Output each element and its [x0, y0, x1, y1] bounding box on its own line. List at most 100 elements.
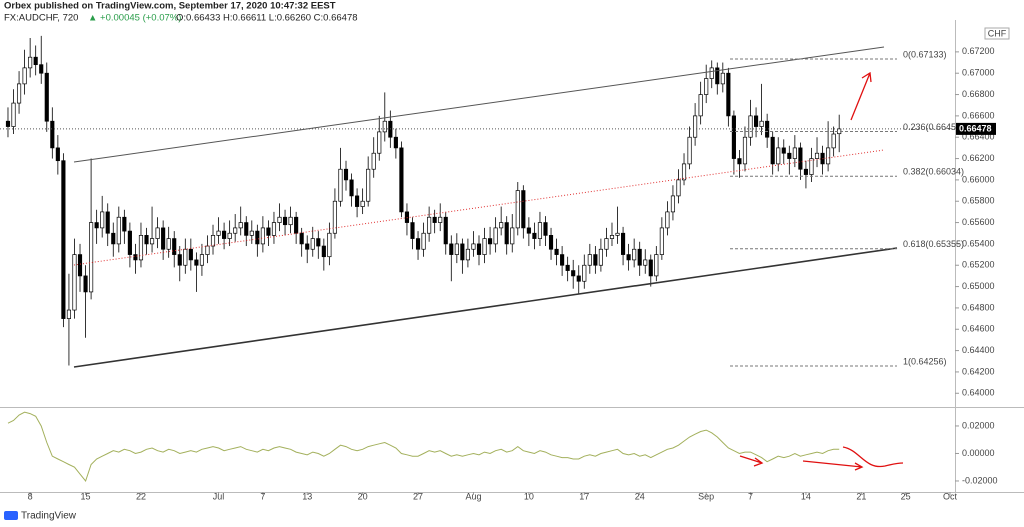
candle-body [593, 254, 598, 266]
candle-body [792, 147, 797, 159]
candle-body [587, 254, 592, 266]
candle-body [188, 248, 193, 261]
change: ▲ +0.00045 (+0.07%) [88, 13, 181, 24]
candle-body [543, 222, 548, 236]
candle-body [427, 216, 432, 234]
candle-body [748, 115, 753, 138]
y-tick-label: 0.65600 [962, 217, 995, 227]
candle-body [532, 232, 537, 239]
candle-body [526, 227, 531, 234]
x-tick-label: 21 [856, 491, 866, 501]
candle-body [321, 245, 326, 258]
candle-body [77, 254, 83, 277]
upper-trendline [73, 46, 885, 163]
candle-body [244, 222, 249, 236]
symbol: FX:AUDCHF, 720 [4, 13, 78, 24]
candle-body [770, 136, 775, 165]
candle-body [216, 230, 221, 236]
candle-body [704, 78, 709, 95]
candle-body [521, 190, 526, 229]
candle-body [194, 259, 199, 266]
candle-body [294, 216, 299, 234]
x-tick-label: 17 [579, 491, 589, 501]
y-tick-label: 0.64400 [962, 345, 995, 355]
candle-body [415, 238, 421, 250]
y-tick-label: 0.67000 [962, 68, 995, 78]
candle-body [316, 238, 321, 247]
candle-body [731, 115, 736, 159]
last-price-box [956, 122, 996, 135]
candle-body [199, 254, 204, 266]
candle-body [809, 158, 814, 175]
logo-icon [4, 511, 18, 520]
candle-body [22, 67, 27, 85]
candle-body [726, 72, 731, 117]
candle-body [111, 232, 116, 245]
candle-body [814, 152, 820, 159]
candle-body [28, 56, 33, 69]
fib-label: 0.236(0.66454) [903, 122, 964, 132]
candle-body [266, 227, 271, 236]
candle-body [55, 147, 60, 162]
y-tick-label: 0.66200 [962, 153, 995, 163]
candle-body [759, 120, 764, 127]
candle-body [393, 136, 398, 149]
candle-body [582, 264, 587, 282]
y-tick-label: 0.64800 [962, 302, 995, 312]
candle-body [282, 216, 288, 226]
publisher: Orbex published on TradingView.com, Sept… [4, 1, 336, 12]
candle-body [499, 222, 504, 229]
candle-body [50, 120, 55, 149]
candle-body [399, 147, 404, 213]
candle-body [343, 168, 349, 181]
candle-body [637, 248, 642, 266]
candle-body [482, 238, 487, 255]
candle-body [410, 222, 415, 239]
candle-body [803, 168, 809, 175]
candle-body [210, 235, 216, 247]
y-tick-label: 0.67200 [962, 46, 995, 56]
candle-body [537, 222, 543, 239]
candle-body [299, 232, 304, 245]
candle-body [659, 227, 664, 255]
candle-body [576, 275, 581, 282]
x-tick-label: 20 [358, 491, 368, 501]
candle-body [643, 259, 648, 266]
y-tick-label: 0.02000 [962, 420, 995, 430]
candle-body [161, 227, 166, 250]
candle-body [432, 216, 437, 223]
candle-body [177, 254, 182, 266]
fib-label: 0.618(0.65355) [903, 239, 964, 249]
x-tick-label: 27 [413, 491, 423, 501]
logo-text: TradingView [21, 511, 77, 522]
red-arrow [850, 71, 872, 121]
oscillator-line [7, 411, 840, 483]
candle-body [510, 227, 515, 245]
logo: TradingView [4, 511, 77, 522]
candle-body [609, 235, 615, 239]
candle-body [709, 67, 714, 79]
candle-body [715, 67, 720, 85]
x-tick-label: 13 [302, 491, 312, 501]
candle-body [222, 230, 227, 239]
y-tick-label: 0.66600 [962, 110, 995, 120]
candle-body [687, 136, 692, 165]
candle-body [277, 216, 282, 223]
candle-body [366, 168, 371, 202]
last-price-label: 0.66478 [959, 123, 992, 133]
candle-body [648, 259, 653, 277]
x-tick-label: 7 [260, 491, 265, 501]
candle-body [665, 211, 670, 229]
candle-body [681, 163, 687, 181]
candle-body [238, 222, 243, 229]
y-tick-label: 0.65400 [962, 238, 995, 248]
x-tick-label: 25 [901, 491, 911, 501]
candle-body [66, 309, 72, 319]
candle-body [138, 235, 144, 261]
main-pane [5, 35, 842, 366]
candle-body [598, 248, 603, 266]
candle-body [449, 243, 454, 255]
candle-body [621, 232, 626, 255]
x-tick-label: 7 [748, 491, 753, 501]
candle-body [554, 248, 559, 255]
